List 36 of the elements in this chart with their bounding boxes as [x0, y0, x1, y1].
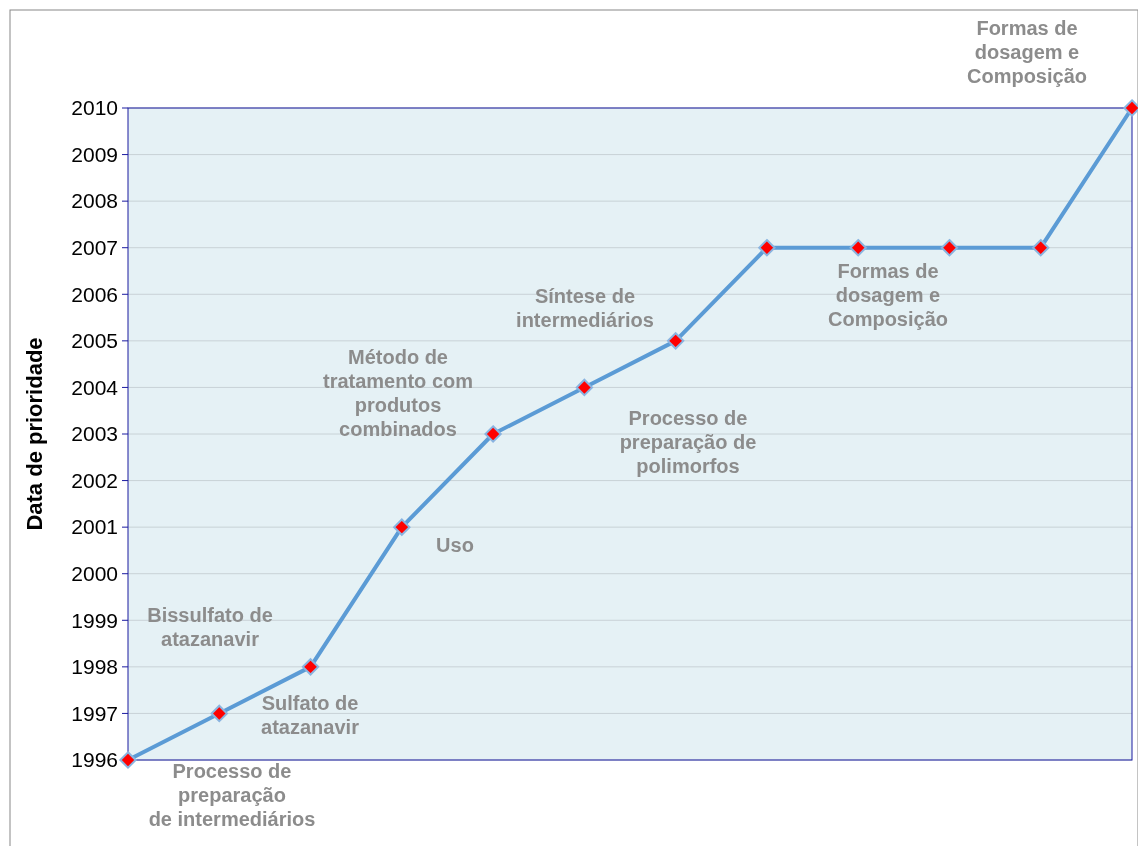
point [758, 239, 776, 257]
y-tick-label: 2005 [71, 329, 118, 353]
y-tick-label: 2009 [71, 142, 118, 166]
y-tick-label: 2001 [71, 515, 118, 539]
y-tick-label: 2007 [71, 236, 118, 260]
y-tick-label: 2010 [71, 96, 118, 120]
y-tick-label: 2000 [71, 562, 118, 586]
y-tick-label: 2004 [71, 375, 119, 399]
annotation: Processo de preparação de intermediários [148, 760, 316, 830]
annotation: Sulfato de atazanavir [261, 692, 360, 738]
y-tick-label: 2002 [71, 468, 118, 492]
point [849, 239, 867, 257]
y-tick-label: 2008 [71, 189, 118, 213]
annotation: Formas de dosagem e Composição [827, 260, 949, 330]
y-tick-label: 1999 [71, 608, 118, 632]
text: Formas de dosagem e Composição [966, 17, 1088, 87]
y-axis-title: Data de prioridade [22, 337, 47, 531]
annotation: Síntese de intermediários [516, 285, 654, 331]
point [666, 332, 685, 350]
annotation: Método de tratamento com produtos combinados [322, 346, 474, 440]
point [484, 425, 502, 443]
point [210, 704, 228, 723]
y-tick-label: 1997 [71, 701, 118, 725]
point [393, 518, 411, 536]
annotation: Bissulfato de atazanavir [147, 604, 273, 650]
point [940, 239, 959, 257]
y-tick-label: 1998 [71, 655, 118, 679]
y-tick-label: 2003 [71, 422, 118, 446]
y-tick-label: 2006 [71, 282, 118, 306]
y-tick-label: 1996 [71, 748, 118, 772]
point [119, 751, 137, 769]
point [301, 658, 320, 676]
point [575, 378, 594, 397]
annotation: Uso [436, 534, 474, 556]
annotation: Processo de preparação de polimorfos [619, 407, 757, 477]
point [1032, 239, 1050, 257]
